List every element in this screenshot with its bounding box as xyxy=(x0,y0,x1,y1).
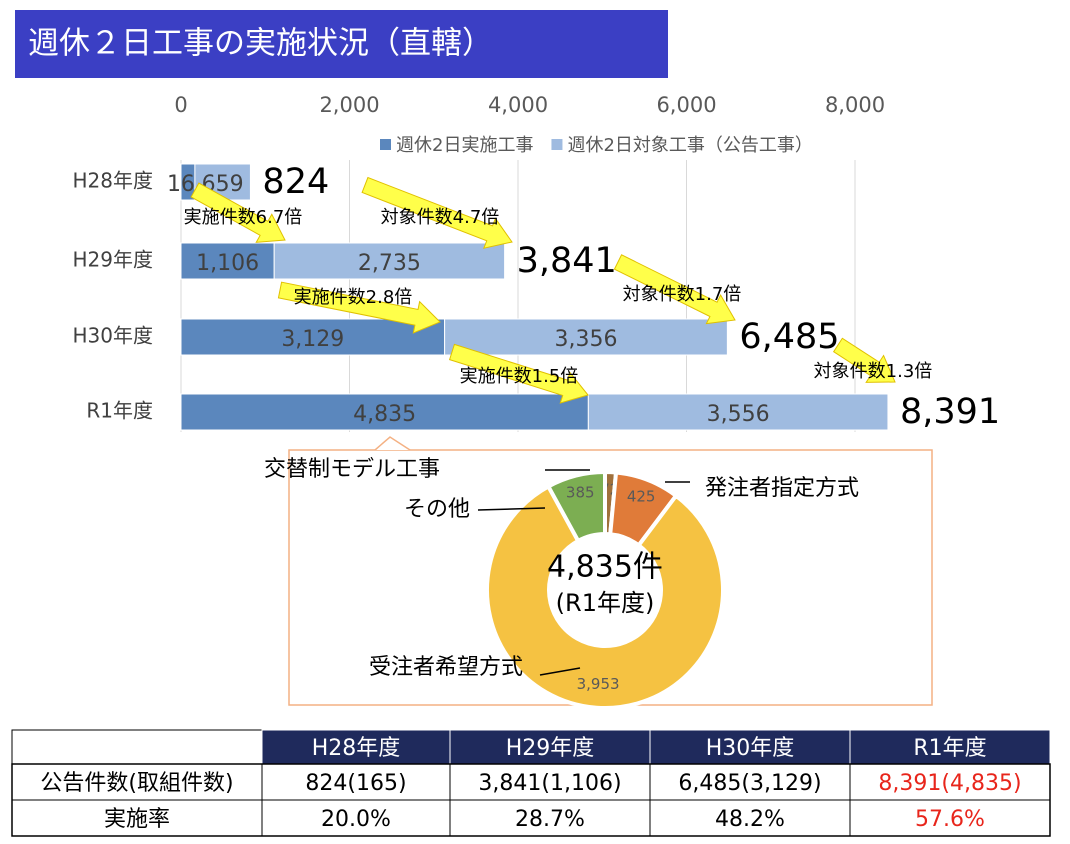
bar-value-label: 4,835 xyxy=(353,402,416,427)
annotation-arrow xyxy=(361,176,513,249)
x-tick-label: 2,000 xyxy=(319,93,379,117)
table-cell-text: 48.2% xyxy=(715,807,785,832)
bar-segment xyxy=(273,242,506,280)
annotation-arrow xyxy=(277,281,441,334)
legend-swatch xyxy=(380,139,391,150)
table-header: H28年度 xyxy=(312,736,401,761)
legend-swatch xyxy=(551,139,563,150)
total-label: 8,391 xyxy=(900,392,1000,432)
y-tick-label: H28年度 xyxy=(73,169,154,193)
table-cell-text: 実施率 xyxy=(104,807,170,832)
total-label: 824 xyxy=(262,162,329,202)
x-tick-label: 6,000 xyxy=(656,93,716,117)
bar-segment xyxy=(180,242,275,280)
table-cell-text: 公告件数(取組件数) xyxy=(40,771,233,796)
annotation: 実施件数6.7倍 xyxy=(184,207,303,228)
x-tick-label: 4,000 xyxy=(488,93,548,117)
y-tick-label: H30年度 xyxy=(73,324,154,348)
x-tick-label: 8,000 xyxy=(825,93,885,117)
total-label: 6,485 xyxy=(739,317,839,357)
bar-value-label: 1,106 xyxy=(196,251,259,276)
table-header: R1年度 xyxy=(913,736,986,761)
slice-category-label: その他 xyxy=(404,497,470,522)
annotation: 対象件数1.3倍 xyxy=(814,361,933,382)
annotation: 実施件数1.5倍 xyxy=(460,366,579,387)
bar-value-label: 2,735 xyxy=(358,251,421,276)
leader-line xyxy=(477,507,546,511)
legend-label: 週休2日実施工事 xyxy=(396,135,533,156)
table-cell-text: 824(165) xyxy=(305,771,406,796)
table-header: H30年度 xyxy=(706,736,795,761)
table-border xyxy=(11,763,1051,837)
leader-line xyxy=(539,667,581,676)
donut-center-subtext: (R1年度) xyxy=(556,589,655,617)
annotation: 対象件数4.7倍 xyxy=(381,207,500,228)
table-header-bg xyxy=(262,730,1050,764)
annotation-arrow xyxy=(613,254,736,325)
legend-label: 週休2日対象工事（公告工事） xyxy=(567,135,812,156)
donut-slice xyxy=(545,469,607,544)
slice-value-label: 425 xyxy=(627,487,656,505)
table-cell-text: 57.6% xyxy=(915,807,985,832)
annotation-arrow xyxy=(448,343,589,404)
annotation: 実施件数2.8倍 xyxy=(294,287,413,308)
slide-title: 週休２日工事の実施状況（直轄） xyxy=(28,26,493,62)
bar-segment xyxy=(180,393,589,431)
bar-value-label: 3,129 xyxy=(281,327,344,352)
slice-category-label: 発注者指定方式 xyxy=(705,476,859,501)
table-cell xyxy=(11,729,263,765)
bar-segment xyxy=(444,318,728,356)
y-tick-label: H29年度 xyxy=(73,248,154,272)
donut-slice xyxy=(485,483,725,710)
table-cell-text: 28.7% xyxy=(515,807,585,832)
slice-category-label: 受注者希望方式 xyxy=(369,655,523,680)
callout xyxy=(374,436,411,451)
table-cell-text: 6,485(3,129) xyxy=(678,771,821,796)
y-tick-label: R1年度 xyxy=(86,399,153,423)
title-bar xyxy=(15,10,668,78)
bar-value-label: 3,356 xyxy=(554,327,617,352)
slice-category-label: 交替制モデル工事 xyxy=(264,457,440,482)
table-cell-text: 3,841(1,106) xyxy=(478,771,621,796)
annotation: 対象件数1.7倍 xyxy=(623,284,742,305)
table-cell-text: 8,391(4,835) xyxy=(878,771,1021,796)
slice-value-label: 385 xyxy=(566,484,595,502)
donut-center-text: 4,835件 xyxy=(547,550,663,585)
bar-value-label: 3,556 xyxy=(707,402,770,427)
x-tick-label: 0 xyxy=(174,93,187,117)
bar-segment xyxy=(587,393,889,431)
table-cell-text: 20.0% xyxy=(321,807,391,832)
annotation-arrow xyxy=(190,182,286,243)
total-label: 3,841 xyxy=(517,241,617,281)
slice-value-label: 3,953 xyxy=(577,675,620,693)
table-header: H29年度 xyxy=(506,736,595,761)
annotation-arrow xyxy=(832,337,896,383)
